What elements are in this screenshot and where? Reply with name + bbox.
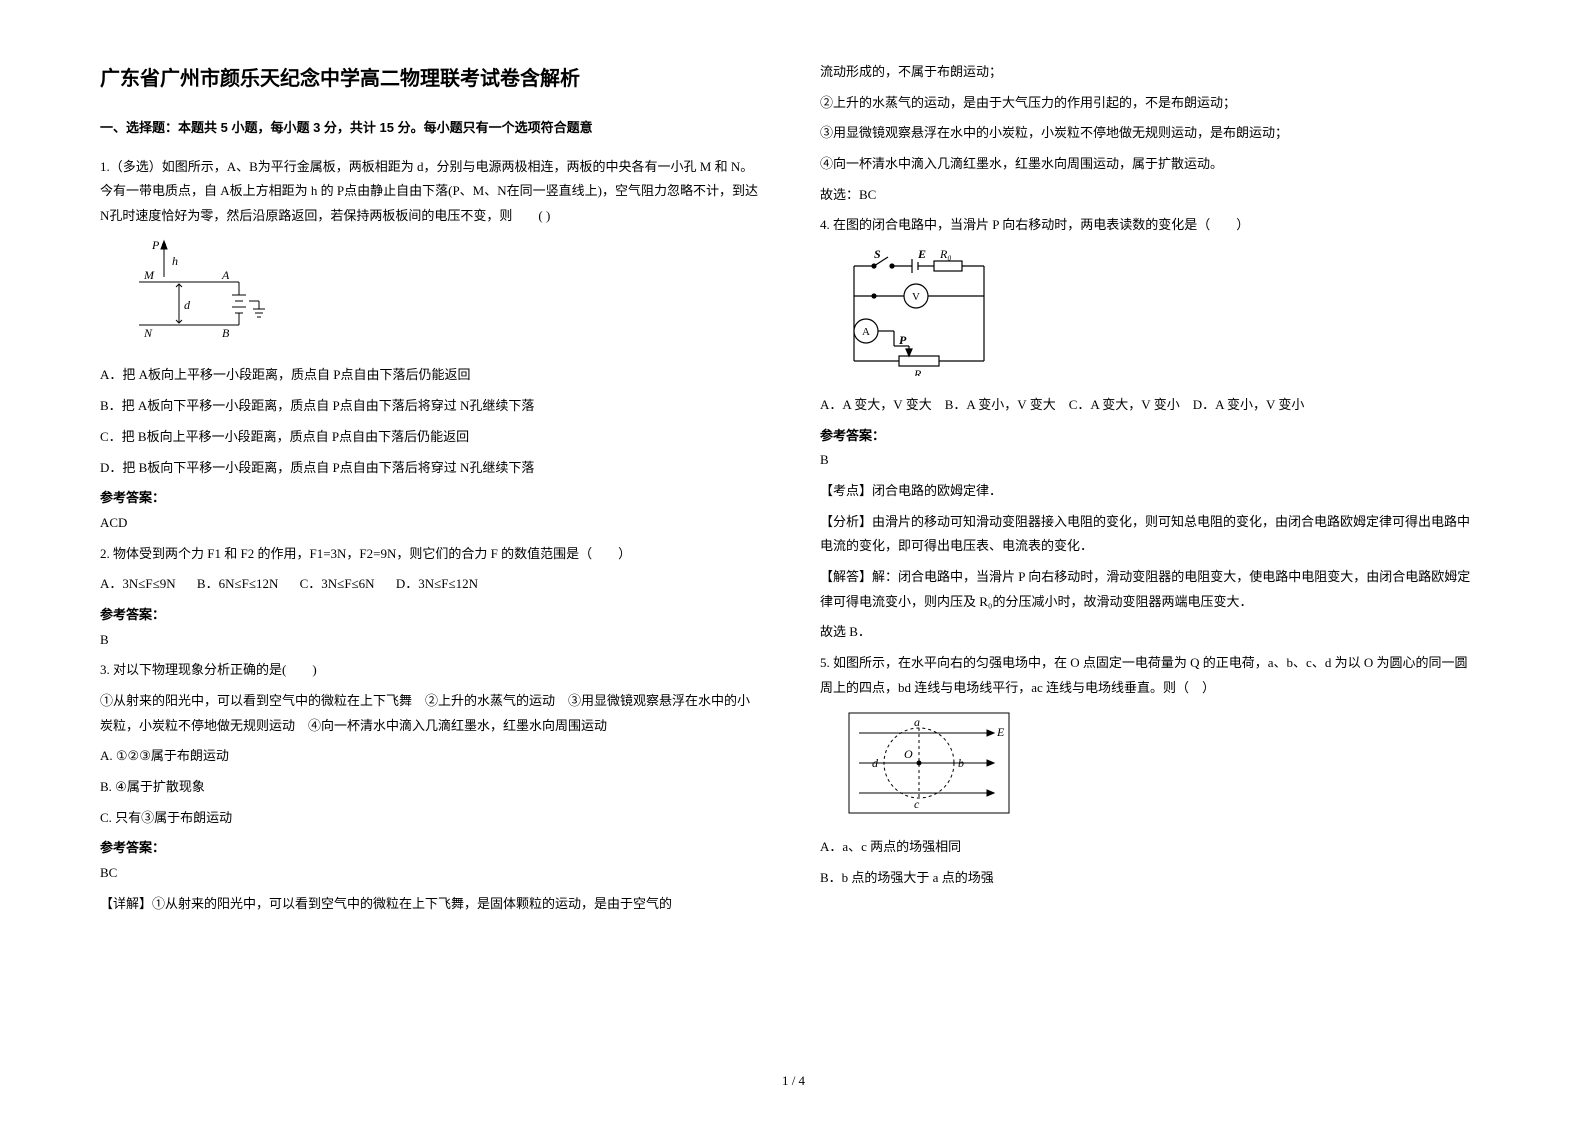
q4-options: A．A 变大，V 变大 B．A 变小，V 变大 C．A 变大，V 变小 D．A … xyxy=(820,393,1480,418)
q3-optA: A. ①②③属于布朗运动 xyxy=(100,744,760,769)
q2-optC: C．3N≤F≤6N xyxy=(300,576,375,591)
q1-label-N: N xyxy=(143,326,153,340)
q4-svg: S E R₀ V A P R xyxy=(844,246,1014,376)
q3-expl4: ③用显微镜观察悬浮在水中的小炭粒，小炭粒不停地做无规则运动，是布朗运动； xyxy=(820,121,1480,146)
q4-label-R: R xyxy=(913,367,922,376)
q1-label-h: h xyxy=(172,254,178,268)
q1-label-M: M xyxy=(143,268,155,282)
q2-optA: A．3N≤F≤9N xyxy=(100,576,176,591)
left-column: 广东省广州市颜乐天纪念中学高二物理联考试卷含解析 一、选择题：本题共 5 小题，… xyxy=(100,60,760,923)
q3-answer: BC xyxy=(100,861,760,886)
q1-diagram: P h M A d N B xyxy=(124,237,760,356)
q5-label-a: a xyxy=(914,715,920,729)
q4-label-P: P xyxy=(899,333,907,347)
q4-k2: 【分析】由滑片的移动可知滑动变阻器接入电阻的变化，则可知总电阻的变化，由闭合电路… xyxy=(820,510,1480,559)
q1-svg: P h M A d N B xyxy=(124,237,274,347)
q4-k4: 故选 B． xyxy=(820,620,1480,645)
q4-diagram: S E R₀ V A P R xyxy=(844,246,1480,385)
page-footer: 1 / 4 xyxy=(0,1069,1587,1094)
q3-expl6: 故选：BC xyxy=(820,183,1480,208)
q1-label-A: A xyxy=(221,268,230,282)
q5-label-c: c xyxy=(914,797,920,811)
q4-label-E: E xyxy=(917,247,926,261)
q2-optB: B．6N≤F≤12N xyxy=(197,576,278,591)
q5-optB: B．b 点的场强大于 a 点的场强 xyxy=(820,866,1480,891)
page: 广东省广州市颜乐天纪念中学高二物理联考试卷含解析 一、选择题：本题共 5 小题，… xyxy=(0,0,1587,953)
right-column: 流动形成的，不属于布朗运动； ②上升的水蒸气的运动，是由于大气压力的作用引起的，… xyxy=(820,60,1480,923)
q2-answer: B xyxy=(100,628,760,653)
q5-optA: A．a、c 两点的场强相同 xyxy=(820,835,1480,860)
q4-answer: B xyxy=(820,448,1480,473)
q5-stem: 5. 如图所示，在水平向右的匀强电场中，在 O 点固定一电荷量为 Q 的正电荷，… xyxy=(820,651,1480,700)
q4-answer-label: 参考答案： xyxy=(820,424,1480,449)
exam-title: 广东省广州市颜乐天纪念中学高二物理联考试卷含解析 xyxy=(100,60,760,98)
q1-answer: ACD xyxy=(100,511,760,536)
q2-answer-label: 参考答案： xyxy=(100,603,760,628)
q5-svg: a b c d O E xyxy=(844,708,1014,818)
q1-optC: C．把 B板向上平移一小段距离，质点自 P点自由下落后仍能返回 xyxy=(100,425,760,450)
q1-label-P: P xyxy=(151,238,160,252)
q4-stem: 4. 在图的闭合电路中，当滑片 P 向右移动时，两电表读数的变化是（ ） xyxy=(820,213,1480,238)
q2-stem: 2. 物体受到两个力 F1 和 F2 的作用，F1=3N，F2=9N，则它们的合… xyxy=(100,542,760,567)
section-1-heading: 一、选择题：本题共 5 小题，每小题 3 分，共计 15 分。每小题只有一个选项… xyxy=(100,116,760,141)
q4-label-R0: R₀ xyxy=(939,247,952,261)
q2-options: A．3N≤F≤9N B．6N≤F≤12N C．3N≤F≤6N D．3N≤F≤12… xyxy=(100,572,760,597)
q3-expl3: ②上升的水蒸气的运动，是由于大气压力的作用引起的，不是布朗运动； xyxy=(820,91,1480,116)
q4-label-V: V xyxy=(912,291,920,303)
q1-optA: A．把 A板向上平移一小段距离，质点自 P点自由下落后仍能返回 xyxy=(100,363,760,388)
q5-label-b: b xyxy=(958,756,964,770)
q3-optB: B. ④属于扩散现象 xyxy=(100,775,760,800)
q3-stem: 3. 对以下物理现象分析正确的是( ) xyxy=(100,658,760,683)
q1-optB: B．把 A板向下平移一小段距离，质点自 P点自由下落后将穿过 N孔继续下落 xyxy=(100,394,760,419)
q4-label-A: A xyxy=(862,326,870,338)
q1-label-B: B xyxy=(222,326,230,340)
q3-expl5: ④向一杯清水中滴入几滴红墨水，红墨水向周围运动，属于扩散运动。 xyxy=(820,152,1480,177)
q4-k3: 【解答】解：闭合电路中，当滑片 P 向右移动时，滑动变阻器的电阻变大，使电路中电… xyxy=(820,565,1480,614)
q5-label-d: d xyxy=(872,756,879,770)
q5-label-O: O xyxy=(904,747,913,761)
q4-label-S: S xyxy=(874,247,881,261)
q2-optD: D．3N≤F≤12N xyxy=(396,576,478,591)
q1-stem: 1.（多选）如图所示，A、B为平行金属板，两板相距为 d，分别与电源两极相连，两… xyxy=(100,155,760,229)
q3-answer-label: 参考答案： xyxy=(100,836,760,861)
q1-answer-label: 参考答案： xyxy=(100,486,760,511)
q3-statements: ①从射来的阳光中，可以看到空气中的微粒在上下飞舞 ②上升的水蒸气的运动 ③用显微… xyxy=(100,689,760,738)
q1-label-d: d xyxy=(184,298,191,312)
q5-label-E: E xyxy=(996,725,1005,739)
q3-optC: C. 只有③属于布朗运动 xyxy=(100,806,760,831)
q3-expl1: 【详解】①从射来的阳光中，可以看到空气中的微粒在上下飞舞，是固体颗粒的运动，是由… xyxy=(100,892,760,917)
q1-optD: D．把 B板向下平移一小段距离，质点自 P点自由下落后将穿过 N孔继续下落 xyxy=(100,456,760,481)
q4-k1: 【考点】闭合电路的欧姆定律． xyxy=(820,479,1480,504)
q3-expl2: 流动形成的，不属于布朗运动； xyxy=(820,60,1480,85)
q5-diagram: a b c d O E xyxy=(844,708,1480,827)
